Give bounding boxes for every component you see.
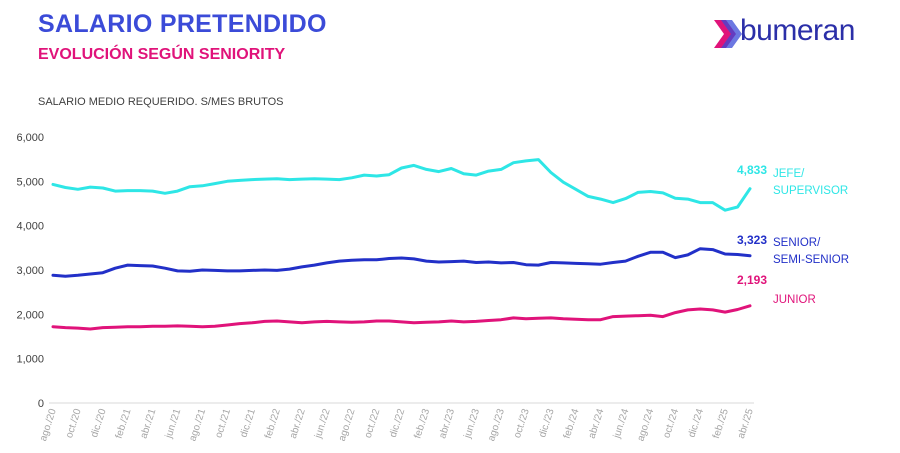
x-tick-label: abr./23 — [437, 407, 457, 440]
last-value-label: 3,323 — [737, 233, 767, 247]
x-tick-label: jun./22 — [313, 407, 333, 440]
chart-subtitle: EVOLUCIÓN SEGÚN SENIORITY — [38, 46, 286, 63]
series-name-label: SUPERVISOR — [773, 185, 848, 197]
series-name-label: SENIOR/ — [773, 237, 821, 249]
x-tick-label: oct./24 — [661, 407, 681, 439]
y-tick-label: 5,000 — [16, 176, 44, 188]
x-tick-label: jun./24 — [611, 407, 631, 440]
chart-title: SALARIO PRETENDIDO — [38, 10, 327, 38]
x-tick-label: feb./23 — [412, 407, 432, 440]
series-name-label: SEMI-SENIOR — [773, 254, 849, 266]
x-tick-label: abr./21 — [139, 407, 159, 440]
series-name-label: JUNIOR — [773, 294, 816, 306]
x-tick-label: dic./23 — [537, 407, 557, 439]
x-tick-label: feb./21 — [114, 407, 134, 440]
y-tick-label: 0 — [38, 398, 44, 410]
x-tick-label: ago./24 — [636, 407, 657, 443]
x-tick-label: dic./20 — [89, 407, 109, 439]
x-tick-label: feb./25 — [711, 407, 731, 440]
x-tick-label: abr./24 — [587, 407, 607, 440]
x-tick-label: jun./23 — [462, 407, 482, 440]
last-value-label: 2,193 — [737, 273, 767, 287]
y-tick-label: 6,000 — [16, 132, 44, 144]
x-tick-label: abr./22 — [288, 407, 308, 440]
units-note: SALARIO MEDIO REQUERIDO. S/MES BRUTOS — [38, 96, 284, 108]
series-name-label: JEFE/ — [773, 168, 805, 180]
x-tick-label: ago./21 — [187, 407, 208, 443]
x-tick-label: dic./24 — [686, 407, 706, 439]
series-line-0 — [51, 158, 752, 212]
x-tick-label: oct./21 — [213, 407, 233, 439]
x-tick-label: dic./22 — [388, 407, 408, 439]
x-tick-label: oct./20 — [64, 407, 84, 439]
x-tick-label: feb./24 — [562, 407, 582, 440]
series-line-1 — [51, 247, 752, 278]
x-tick-label: ago./22 — [337, 407, 358, 443]
x-tick-label: oct./22 — [363, 407, 383, 439]
x-tick-label: feb./22 — [263, 407, 283, 440]
bumeran-chevron-icon — [714, 20, 742, 48]
x-tick-label: dic./21 — [238, 407, 258, 439]
x-tick-label: oct./23 — [512, 407, 532, 439]
y-tick-label: 1,000 — [16, 354, 44, 366]
x-tick-label: ago./20 — [38, 407, 59, 443]
last-value-label: 4,833 — [737, 163, 767, 177]
x-tick-label: ago./23 — [486, 407, 507, 443]
y-tick-label: 4,000 — [16, 221, 44, 233]
y-tick-label: 2,000 — [16, 309, 44, 321]
x-tick-label: jun./21 — [163, 407, 183, 440]
x-tick-label: abr./25 — [736, 407, 756, 440]
y-tick-label: 3,000 — [16, 265, 44, 277]
series-line-2 — [51, 304, 752, 331]
brand-name: bumeran — [740, 14, 855, 47]
